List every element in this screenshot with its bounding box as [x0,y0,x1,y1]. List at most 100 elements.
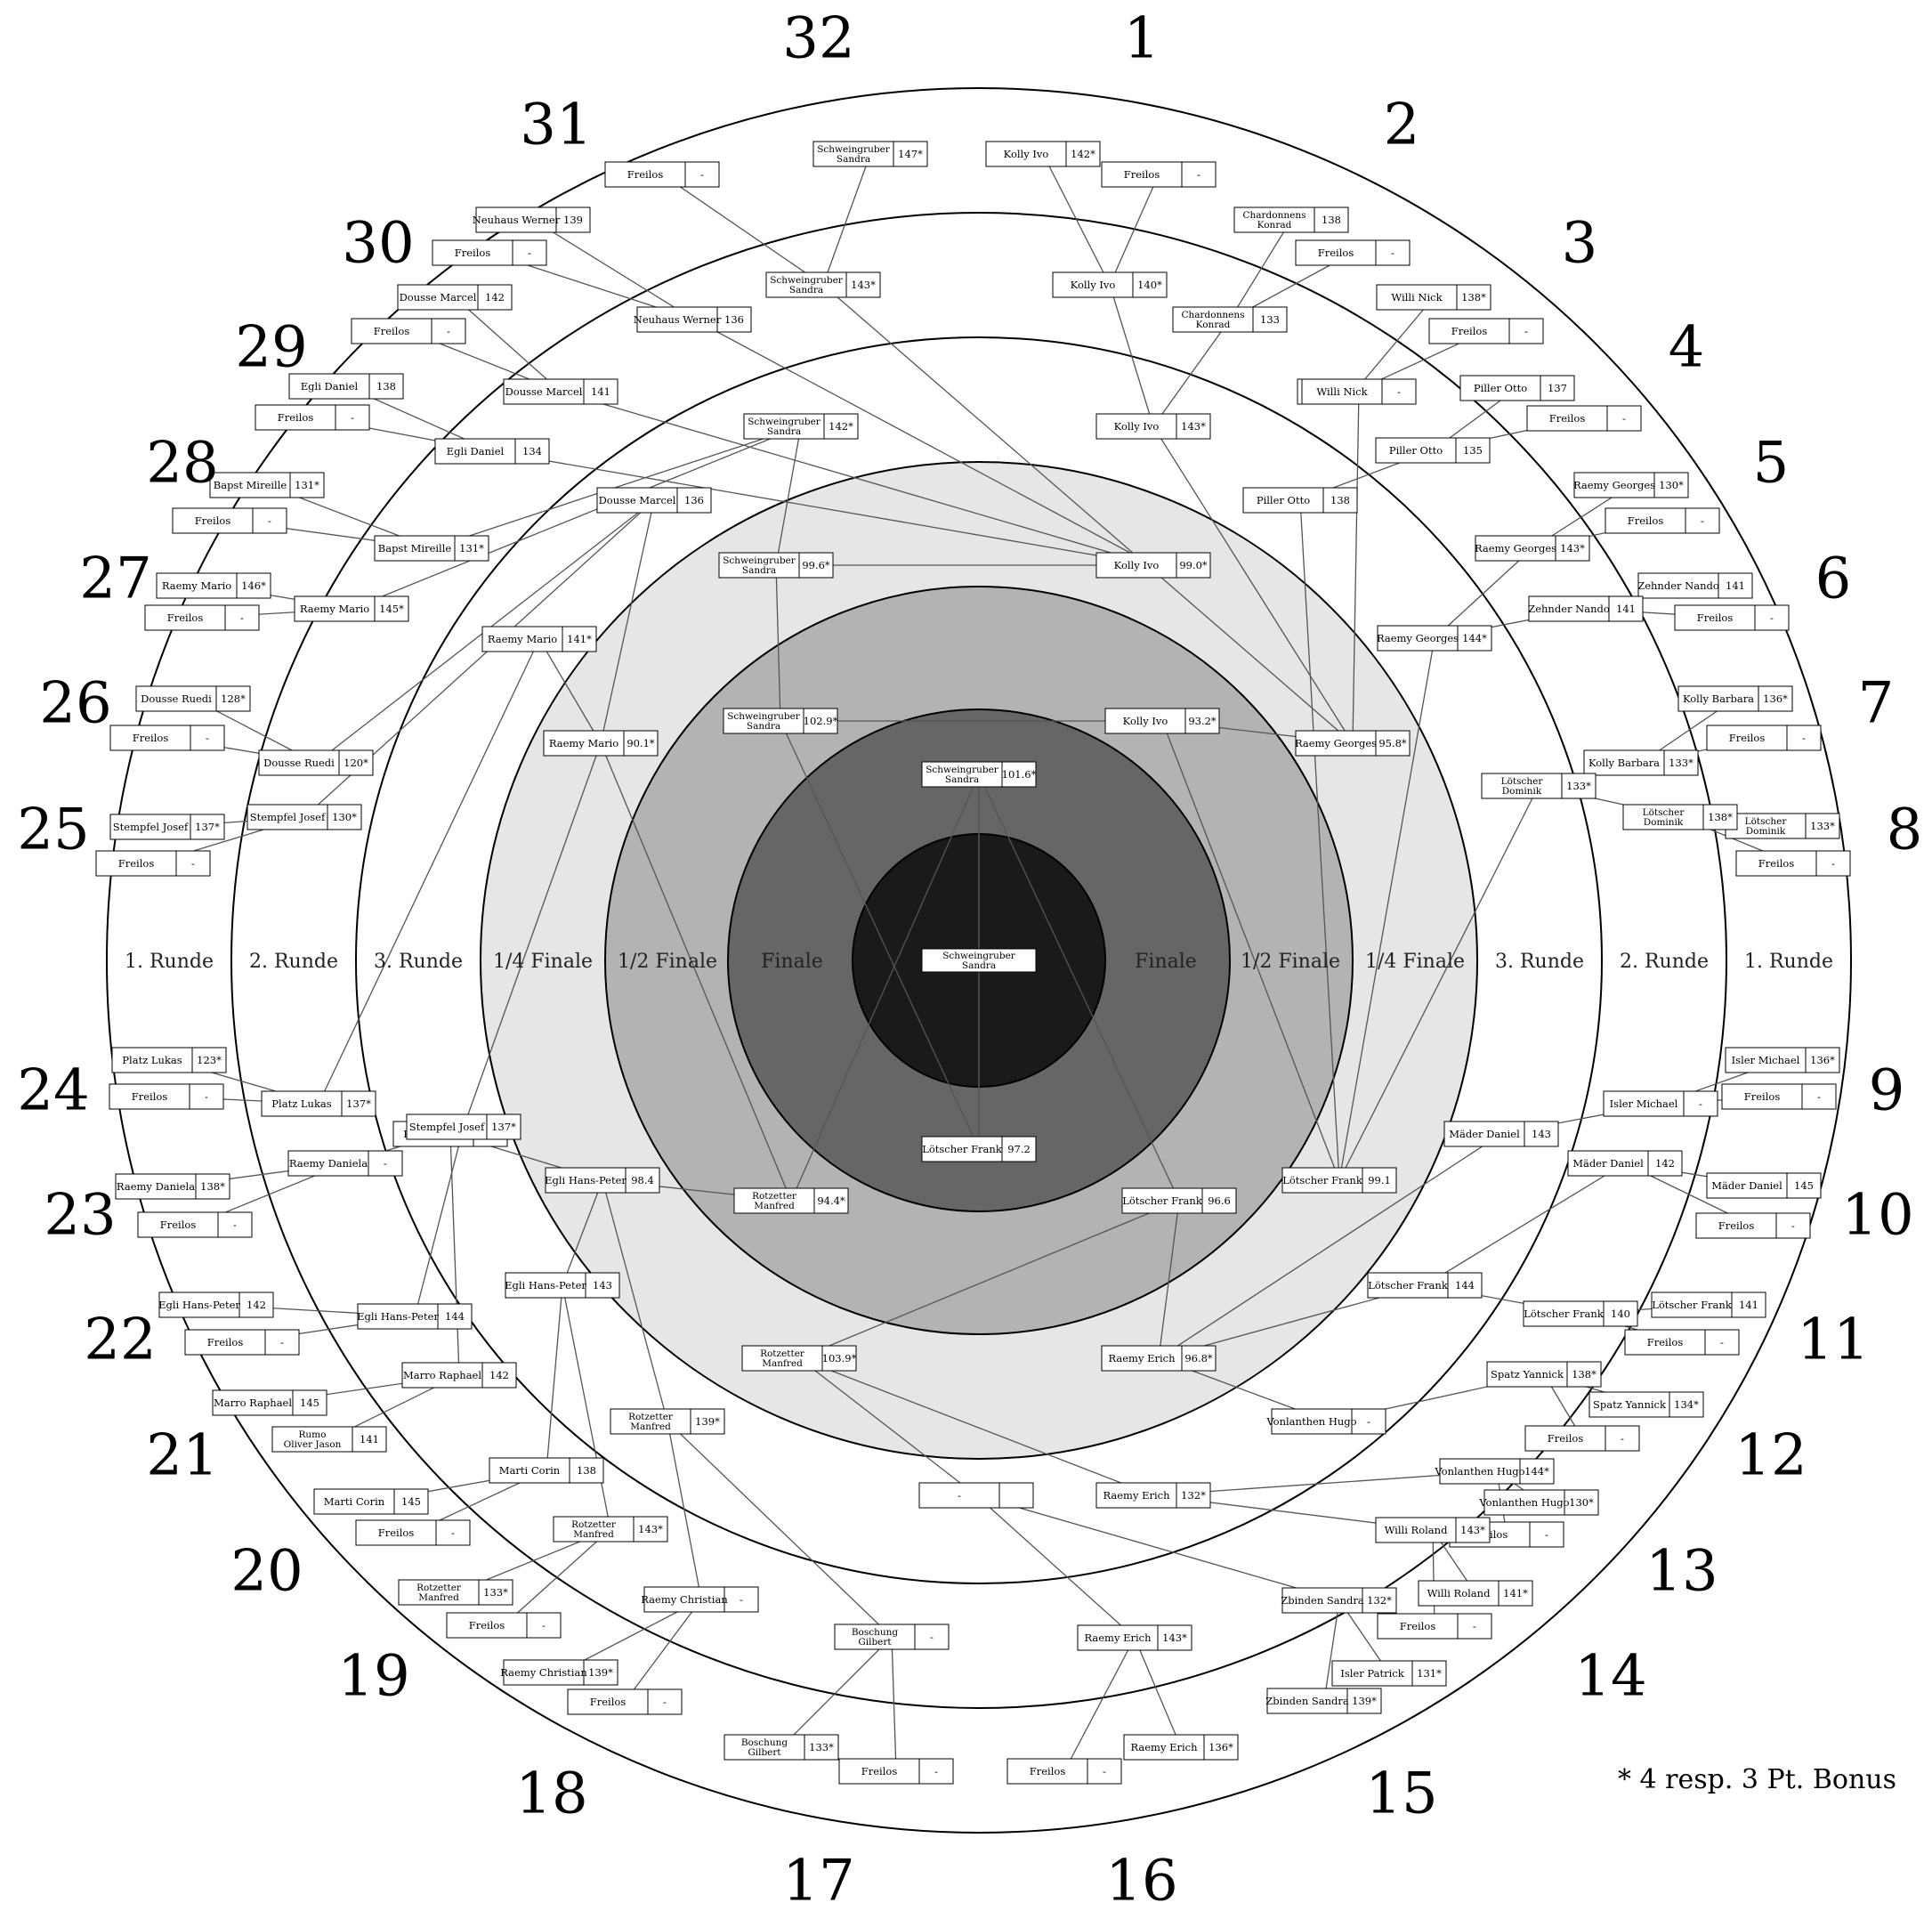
seed-number: 25 [17,798,89,863]
player-entry: Kolly Ivo 99.0* [1095,552,1211,579]
entry-box [1588,1391,1704,1418]
entry-score: 135 [1463,444,1483,457]
seed-number: 3 [1562,211,1598,277]
entry-box [397,284,513,311]
player-entry: Mäder Daniel 142 [1567,1150,1683,1177]
player-entry: Freilos - [1605,507,1720,534]
entry-name: Willi Nick [1391,291,1443,304]
entry-box [475,206,591,233]
label-r1-left: 1. Runde [125,951,214,973]
entry-name: Raemy Georges [1295,737,1377,749]
entry-box [209,472,325,498]
entry-box [294,595,409,622]
entry-name: Freilos [1318,247,1354,259]
bracket-connector [1152,319,1231,427]
entry-box [1706,725,1822,751]
player-entry: Kolly Ivo 140* [1052,271,1168,298]
entry-name: Schweingruber [748,417,821,427]
entry-name: Schweingruber [723,555,796,566]
player-entry: Egli Daniel 134 [434,438,550,465]
entry-score: 120* [344,757,368,769]
entry-box [596,487,712,514]
entry-box [1573,472,1689,498]
entry-box [741,1345,857,1372]
bracket-connector [503,1528,611,1626]
entry-box [184,1329,300,1356]
entry-name: Schweingruber [817,144,891,155]
entry-name: Platz Lukas [122,1054,182,1066]
entry-box [156,572,271,599]
bracket-connector [532,219,695,320]
label-f-right: Finale [1135,951,1197,973]
entry-name: Lötscher Frank [1652,1299,1733,1311]
entry-name: Zbinden Sandra [1281,1594,1364,1607]
entry-box [812,141,928,167]
player-entry: Zbinden Sandra 132* [1281,1587,1397,1614]
label-f-left: Finale [761,951,823,973]
player-entry: Lötscher Frank 96.6 [1121,1187,1237,1214]
entry-name: Freilos [118,857,155,870]
bracket-connector [1299,499,1340,1181]
entry-score: 133* [1810,820,1835,832]
seed-number: 4 [1669,315,1705,381]
entry-score: - [740,1593,743,1606]
bracket-connector [775,564,781,722]
seed-number: 32 [782,6,854,72]
player-entry: Freilos - [1695,1212,1811,1239]
bracket-connector [798,1357,1154,1496]
entry-name: Manfred [754,1201,795,1211]
player-entry: Willi Nick 138* [1376,284,1491,311]
entry-box [1367,1272,1483,1299]
player-entry: Platz Lukas 137* [261,1090,376,1117]
entry-name: Dousse Ruedi [141,692,212,705]
bracket-connector [1432,1529,1435,1627]
entry-name: Gilbert [858,1637,892,1648]
entry-score: 139 [563,214,583,226]
seed-number: 10 [1841,1183,1913,1249]
entry-name: Freilos [195,514,231,527]
entry-score: - [1621,1432,1624,1445]
entry-box [271,1426,387,1453]
seed-number: 24 [17,1058,89,1124]
entry-score: 133 [1260,313,1280,326]
entry-score: 130* [1569,1496,1594,1509]
entry-score: - [451,1526,455,1539]
seed-number: 21 [146,1423,218,1489]
player-entry: Freilos - [1524,1425,1640,1452]
entry-score: - [1197,168,1200,181]
entry-name: Egli Daniel [301,380,359,393]
entry-box [1006,1758,1122,1785]
entry-score: - [1791,1219,1795,1232]
entry-score: - [1699,1097,1702,1110]
entry-box [109,814,225,840]
entry-name: Freilos [378,1526,415,1539]
entry-name: Raemy Mario [488,633,557,645]
entry-box [481,626,597,652]
entry-name: Dousse Marcel [505,385,583,398]
bracket-connector [790,773,980,1202]
entry-score: - [930,1631,934,1643]
entry-score: - [1524,325,1528,337]
entry-score: 141 [1726,579,1745,592]
entry-name: Zehnder Nando [1637,579,1719,592]
entry-score: 138* [1708,811,1733,823]
entry-name: Freilos [1030,1765,1066,1777]
entry-box [1567,1150,1683,1177]
entry-box [1331,1660,1447,1687]
entry-score: 145 [401,1495,421,1508]
bracket-connector [1229,219,1292,320]
player-entry: Freilos - [184,1329,300,1356]
entry-box [1233,206,1349,233]
entry-score: - [1622,412,1626,425]
entry-box [135,685,251,712]
entry-name: Konrad [1257,220,1292,231]
player-entry: Raemy Erich 143* [1077,1624,1192,1651]
player-entry: Freilos - [355,1519,471,1546]
player-entry: Egli Daniel 138 [288,373,404,400]
